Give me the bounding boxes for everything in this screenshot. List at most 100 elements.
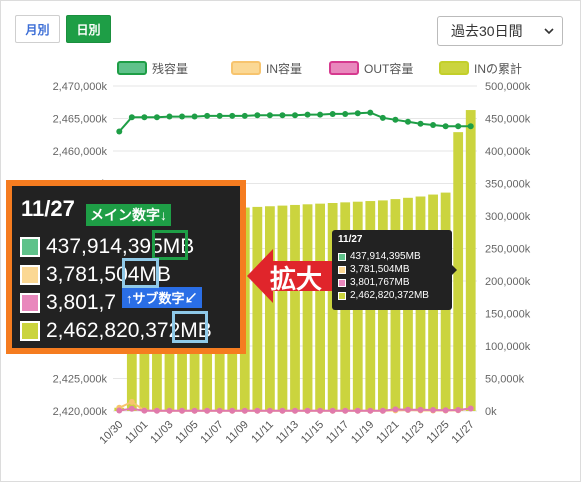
right-axis-tick-label: 100,000k	[485, 341, 531, 353]
x-axis-tick-label: 11/01	[123, 419, 150, 446]
point-remaining	[417, 120, 424, 127]
point-out	[304, 407, 311, 414]
point-remaining	[404, 118, 411, 125]
tooltip-row-remaining: 437,914,395MB	[338, 251, 421, 262]
point-remaining	[241, 112, 248, 119]
tooltip-value-in: 3,781,504MB	[350, 264, 410, 275]
point-out	[342, 407, 349, 414]
tooltip-swatch-remaining	[338, 252, 346, 261]
right-axis-tick-label: 200,000k	[485, 276, 531, 288]
zoom-row-in: 3,781,504MB	[20, 263, 171, 287]
right-axis-tick-label: 150,000k	[485, 309, 531, 321]
tooltip-swatch-in	[338, 265, 346, 274]
legend-label: INの累計	[474, 61, 522, 76]
point-remaining	[342, 110, 349, 117]
tooltip-pointer	[452, 265, 457, 275]
bar-cumulative	[302, 204, 313, 411]
zoom-value-remaining: 437,914,395MB	[46, 235, 195, 258]
x-axis-tick-label: 11/15	[299, 419, 326, 446]
point-out	[128, 405, 135, 412]
point-out	[367, 407, 374, 414]
legend-swatch	[231, 61, 261, 75]
x-axis-tick-label: 11/05	[173, 419, 200, 446]
tooltip-swatch-cumulative	[338, 291, 346, 300]
point-out	[442, 407, 449, 414]
x-axis-tick-label: 11/25	[424, 419, 451, 446]
zoom-swatch-cumulative	[20, 321, 40, 341]
point-out	[467, 405, 474, 412]
point-out	[266, 407, 273, 414]
right-axis-tick-label: 500,000k	[485, 81, 531, 93]
zoom-value-in: 3,781,504MB	[46, 263, 171, 286]
right-axis-tick-label: 0k	[485, 406, 497, 418]
tooltip-value-cumulative: 2,462,820,372MB	[350, 290, 429, 301]
point-remaining	[354, 110, 361, 117]
point-out	[191, 407, 198, 414]
right-axis-tick-label: 400,000k	[485, 146, 531, 158]
point-remaining	[128, 114, 135, 121]
right-axis-tick-label: 350,000k	[485, 179, 531, 191]
legend-label: IN容量	[266, 61, 302, 76]
left-axis-tick-label: 2,425,000k	[53, 374, 108, 386]
point-out	[229, 407, 236, 414]
point-out	[379, 407, 386, 414]
zoom-row-cumulative: 2,462,820,372MB	[20, 319, 212, 343]
point-remaining	[317, 111, 324, 118]
bar-cumulative	[277, 205, 288, 411]
period-select[interactable]: 過去30日間	[437, 16, 563, 46]
point-remaining	[304, 111, 311, 118]
month-view-button[interactable]: 月別	[15, 15, 60, 43]
x-axis-tick-label: 11/21	[374, 419, 401, 446]
point-remaining	[367, 109, 374, 116]
point-remaining	[455, 123, 462, 130]
point-remaining	[216, 112, 223, 119]
sub-number-label: ↑サブ数字↙	[122, 287, 202, 308]
point-out	[179, 407, 186, 414]
point-remaining	[292, 112, 298, 119]
period-select-value: 過去30日間	[451, 23, 523, 39]
point-remaining	[442, 123, 449, 130]
x-axis-tick-label: 11/19	[349, 419, 376, 446]
bar-cumulative	[252, 206, 263, 411]
point-remaining	[279, 112, 286, 119]
right-axis-tick-label: 250,000k	[485, 244, 531, 256]
x-axis-tick-label: 11/13	[274, 419, 301, 446]
left-axis-tick-label: 2,420,000k	[53, 406, 108, 418]
point-remaining	[379, 114, 386, 121]
left-axis-tick-label: 2,460,000k	[53, 146, 108, 158]
point-out	[354, 407, 361, 414]
point-out	[216, 407, 223, 414]
day-view-button[interactable]: 日別	[66, 15, 111, 43]
point-out	[455, 407, 462, 414]
x-axis-tick-label: 11/23	[399, 419, 426, 446]
tooltip-value-remaining: 437,914,395MB	[350, 251, 421, 262]
tooltip-row-in: 3,781,504MB	[338, 264, 410, 275]
zoom-value-out: 3,801,7	[46, 291, 117, 314]
point-remaining	[191, 113, 198, 120]
right-axis-tick-label: 50,000k	[485, 374, 525, 386]
expand-label: 拡大	[270, 264, 323, 294]
legend-label: OUT容量	[364, 61, 413, 76]
zoom-swatch-in	[20, 265, 40, 285]
bar-cumulative	[315, 203, 325, 411]
point-out	[292, 407, 298, 414]
bar-cumulative	[465, 110, 476, 412]
x-axis-tick-label: 11/07	[198, 419, 225, 446]
zoom-row-remaining: 437,914,395MB	[20, 235, 194, 259]
point-out	[417, 406, 424, 413]
highlight-main-remaining	[152, 230, 188, 260]
point-remaining	[153, 114, 160, 121]
x-axis-tick-label: 11/09	[224, 419, 251, 446]
expand-arrow	[247, 249, 334, 303]
point-out	[166, 407, 173, 414]
point-out	[430, 407, 437, 414]
point-remaining	[430, 122, 437, 128]
highlight-sub-cumulative	[172, 311, 208, 343]
legend-swatch	[439, 61, 469, 75]
point-remaining	[229, 112, 236, 119]
right-axis-tick-label: 300,000k	[485, 211, 531, 223]
point-out	[153, 407, 160, 414]
zoom-swatch-out	[20, 293, 40, 313]
left-axis-tick-label: 2,465,000k	[53, 114, 108, 126]
tooltip-swatch-out	[338, 278, 346, 287]
